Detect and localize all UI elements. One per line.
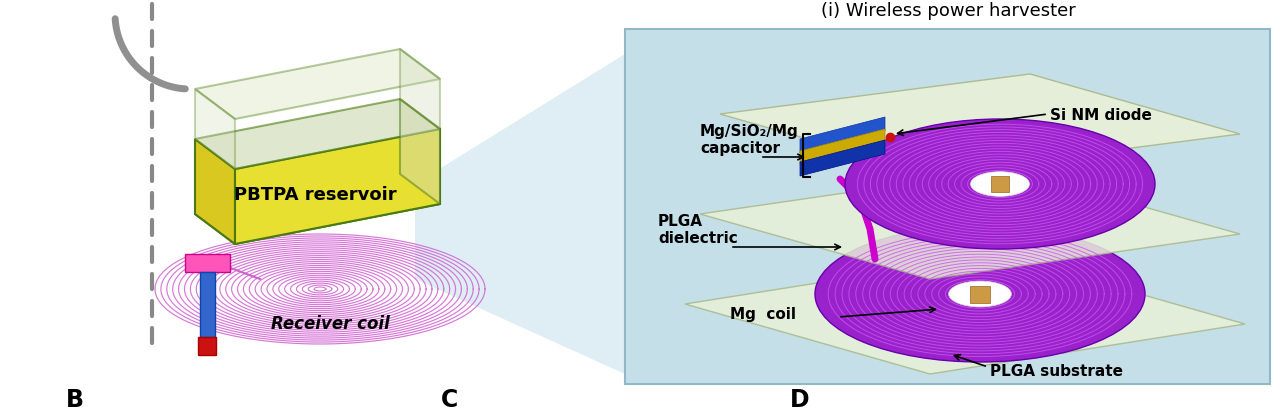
Polygon shape — [195, 100, 440, 170]
Text: B: B — [67, 387, 84, 409]
Ellipse shape — [970, 172, 1029, 197]
Text: Mg  coil: Mg coil — [730, 307, 796, 322]
Text: C: C — [442, 387, 458, 409]
Text: Si NM diode: Si NM diode — [1050, 107, 1152, 122]
Polygon shape — [236, 130, 440, 245]
Bar — [625, 30, 1270, 384]
Bar — [186, 254, 230, 272]
Text: (i) Wireless power harvester: (i) Wireless power harvester — [820, 2, 1075, 20]
Ellipse shape — [815, 227, 1146, 362]
Text: PLGA
dielectric: PLGA dielectric — [658, 213, 737, 245]
Bar — [991, 177, 1010, 193]
Text: Receiver coil: Receiver coil — [270, 314, 389, 332]
Polygon shape — [685, 254, 1245, 374]
Polygon shape — [719, 75, 1240, 175]
Text: Mg/SiO₂/Mg
capacitor: Mg/SiO₂/Mg capacitor — [700, 124, 799, 156]
Text: PBTPA reservoir: PBTPA reservoir — [234, 186, 397, 204]
Bar — [970, 286, 989, 303]
Bar — [200, 272, 215, 337]
Polygon shape — [800, 141, 884, 177]
Polygon shape — [195, 139, 236, 245]
Polygon shape — [195, 175, 440, 245]
Ellipse shape — [948, 281, 1011, 307]
Polygon shape — [700, 170, 1240, 279]
Polygon shape — [800, 130, 884, 166]
Polygon shape — [800, 118, 884, 154]
Bar — [198, 337, 216, 355]
Text: PLGA substrate: PLGA substrate — [989, 364, 1123, 379]
Polygon shape — [195, 50, 440, 120]
Ellipse shape — [845, 120, 1155, 249]
Polygon shape — [399, 50, 440, 130]
Polygon shape — [195, 90, 236, 170]
Polygon shape — [399, 100, 440, 204]
Text: D: D — [790, 387, 810, 409]
Polygon shape — [415, 55, 625, 374]
